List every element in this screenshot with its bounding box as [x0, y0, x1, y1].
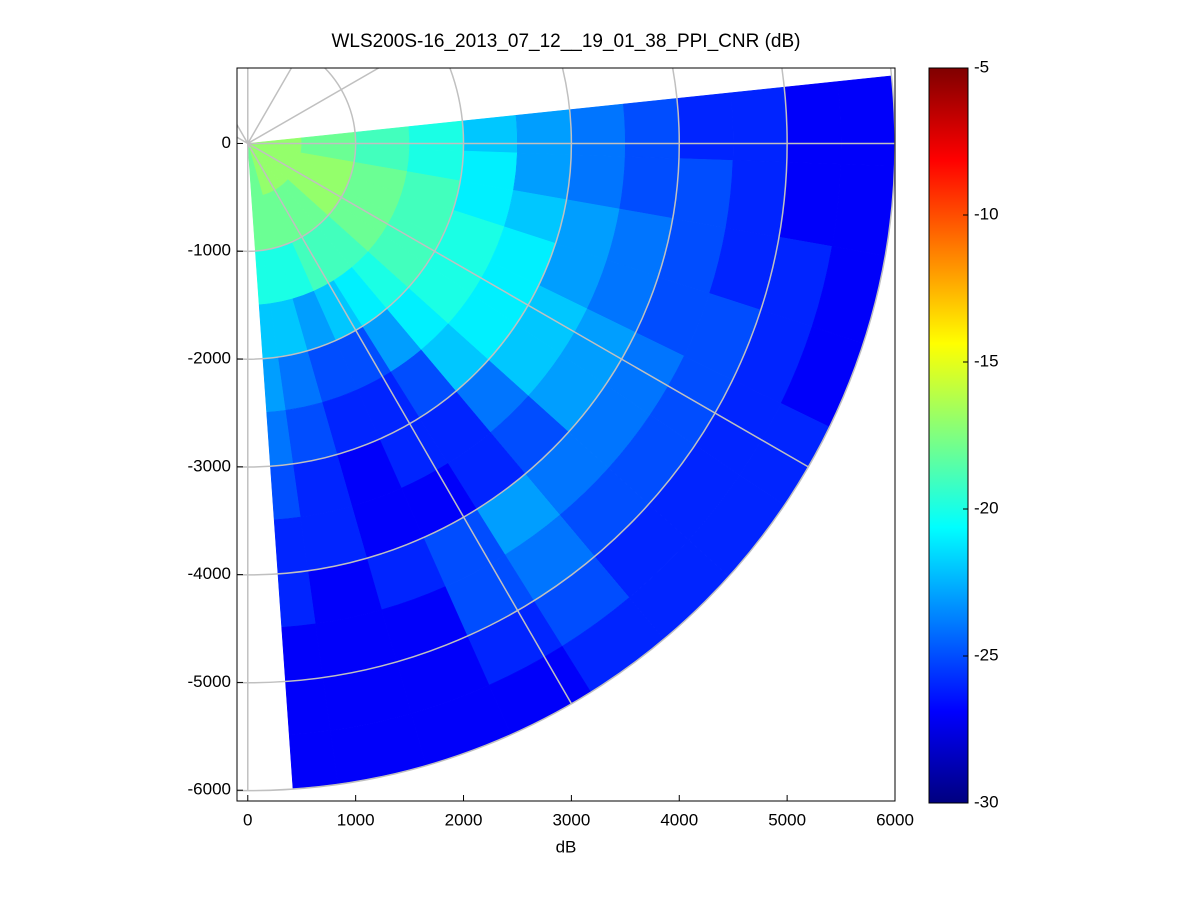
heatmap-cell	[783, 81, 842, 165]
heatmap-cell	[288, 730, 339, 789]
x-tick-label: 2000	[445, 810, 483, 829]
polar-spoke	[247, 143, 573, 704]
x-tick-label: 5000	[768, 810, 806, 829]
x-tick-label: 0	[243, 810, 252, 829]
colorbar-tick-label: -15	[974, 351, 999, 370]
heatmap-cell	[281, 623, 324, 682]
x-axis-label: dB	[556, 837, 577, 856]
x-tick-label: 3000	[552, 810, 590, 829]
heatmap-cell	[831, 163, 895, 257]
heatmap-cell	[778, 162, 841, 247]
colorbar-tick-label: -10	[974, 204, 999, 223]
y-tick-label: -2000	[188, 349, 231, 368]
x-tick-label: 1000	[337, 810, 375, 829]
polar-spoke	[247, 68, 381, 145]
colorbar-tick-label: -25	[974, 645, 999, 664]
heatmap-cell	[515, 109, 572, 156]
heatmap-cell	[730, 86, 788, 163]
colorbar	[928, 67, 969, 804]
polar-spoke	[237, 123, 249, 144]
axes-box	[236, 67, 896, 802]
chart-title: WLS200S-16_2013_07_12__19_01_38_PPI_CNR …	[331, 31, 800, 52]
heatmap-cell	[462, 115, 518, 154]
heatmap-cell	[285, 676, 331, 736]
heatmap-cell	[619, 156, 680, 219]
polar-spoke	[237, 136, 249, 145]
y-tick-label: 0	[222, 133, 231, 152]
heatmap-cell	[676, 92, 734, 161]
heatmap-cell	[622, 98, 680, 159]
x-tick-label: 6000	[876, 810, 914, 829]
polar-spoke	[247, 142, 809, 468]
heatmap-cell	[672, 158, 734, 228]
heatmap-cell	[725, 160, 788, 238]
colorbar-tick-label: -5	[974, 57, 989, 76]
x-tick-label: 4000	[660, 810, 698, 829]
y-tick-label: -1000	[188, 241, 231, 260]
heatmap-cell	[569, 103, 626, 157]
y-tick-label: -6000	[188, 780, 231, 799]
y-tick-label: -3000	[188, 456, 231, 475]
colorbar-tick-label: -20	[974, 498, 999, 517]
y-tick-label: -4000	[188, 564, 231, 583]
y-tick-label: -5000	[188, 672, 231, 691]
colorbar-tick-label: -30	[974, 792, 999, 811]
heatmap-cell	[837, 75, 895, 167]
polar-ring	[237, 68, 895, 792]
heatmap-cell	[566, 154, 626, 210]
